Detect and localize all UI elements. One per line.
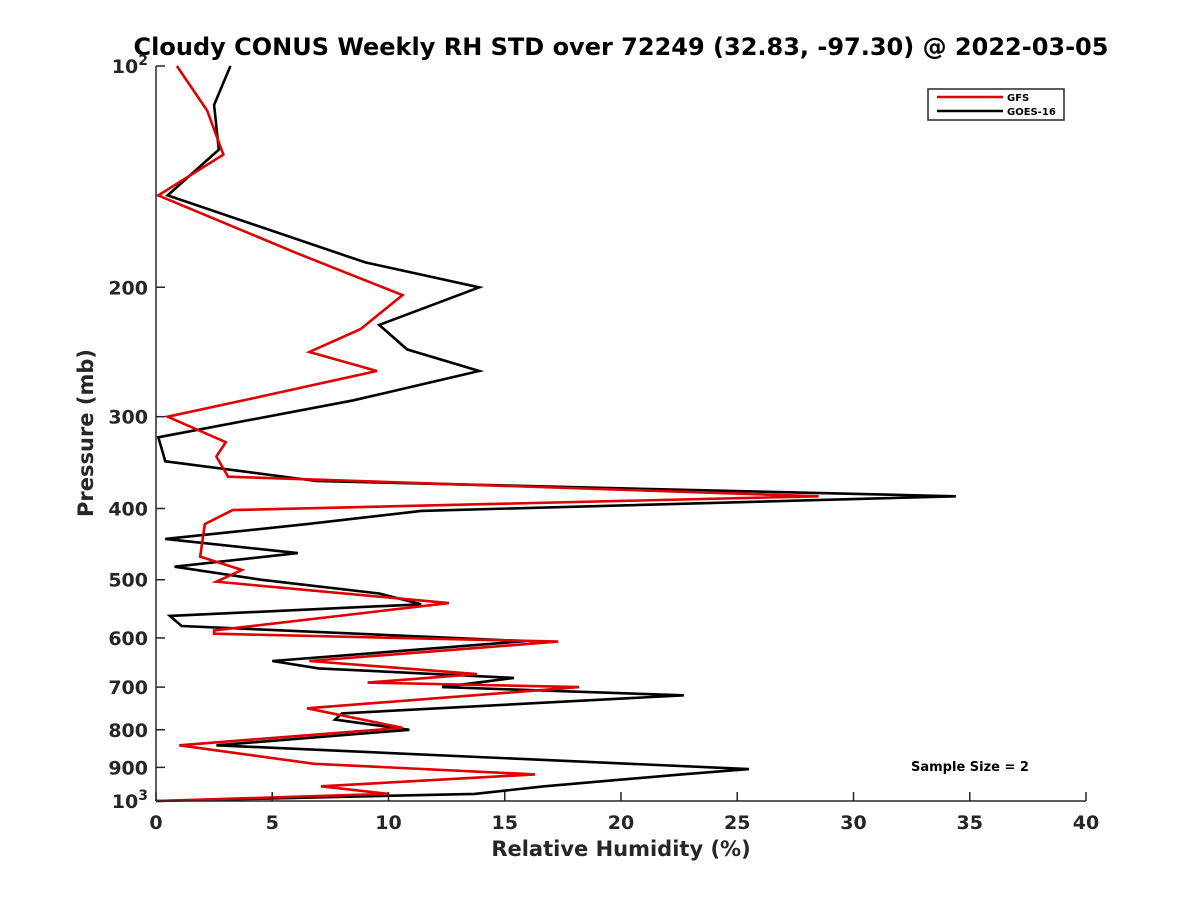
x-ticks: 0 5 10 15 20 25 30 35 40: [149, 792, 1099, 834]
x-tick-label: 15: [492, 812, 518, 834]
y-axis-label: Pressure (mb): [74, 349, 98, 517]
x-tick-label: 35: [957, 812, 983, 834]
y-tick-label: 600: [108, 628, 148, 650]
y-tick-label: 400: [108, 499, 148, 521]
legend-label-gfs: GFS: [1007, 93, 1029, 104]
series-line-goes16: [155, 65, 956, 803]
x-tick-label: 10: [375, 812, 401, 834]
y-tick-label: 300: [108, 407, 148, 429]
y-tick-label: 200: [108, 277, 148, 299]
legend: GFS GOES-16: [927, 88, 1065, 121]
legend-box: [927, 88, 1065, 121]
y-tick-label: 800: [108, 720, 148, 742]
y-tick-label: 700: [108, 677, 148, 699]
y-tick-label: 900: [108, 757, 148, 779]
chart-title: Cloudy CONUS Weekly RH STD over 72249 (3…: [134, 33, 1109, 61]
sample-size-annotation: Sample Size = 2: [911, 760, 1029, 775]
x-tick-label: 30: [840, 812, 866, 834]
legend-label-goes16: GOES-16: [1007, 107, 1056, 118]
x-tick-label: 0: [149, 812, 162, 834]
x-axis-label: Relative Humidity (%): [491, 837, 750, 861]
series-line-gfs: [155, 65, 819, 803]
y-ticks: 102 200 300 400 500 600 700 800 900 103: [108, 53, 165, 813]
x-tick-label: 40: [1073, 812, 1099, 834]
x-tick-label: 5: [266, 812, 279, 834]
plot-lines: [155, 65, 956, 803]
y-tick-label: 102: [112, 53, 148, 78]
y-tick-label: 500: [108, 570, 148, 592]
x-tick-label: 25: [724, 812, 750, 834]
y-tick-label: 103: [112, 788, 148, 813]
x-tick-label: 20: [608, 812, 634, 834]
